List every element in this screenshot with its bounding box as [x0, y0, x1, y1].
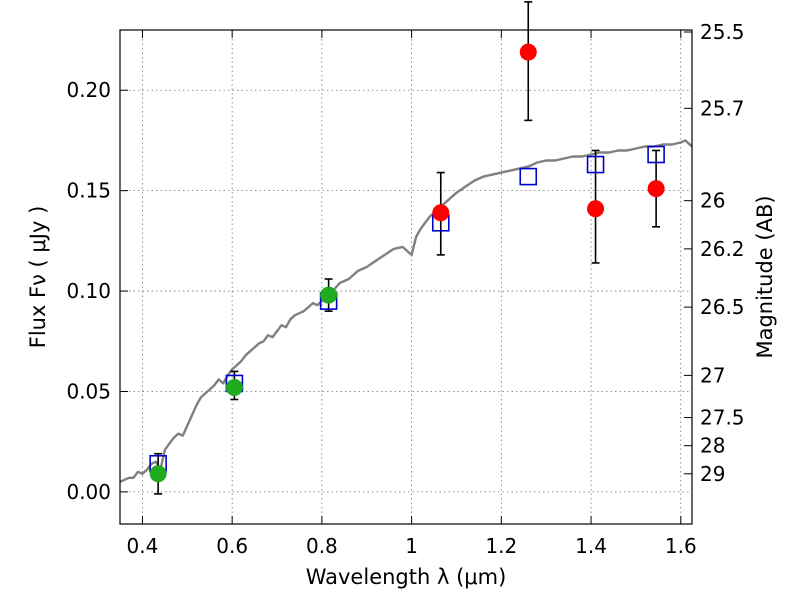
model-photometry-square: [586, 155, 605, 174]
x-tick-label: 0.8: [306, 534, 338, 558]
model-photometry-square: [519, 167, 538, 186]
x-tick-label: 0.4: [127, 534, 159, 558]
x-tick-label: 1.6: [665, 534, 697, 558]
model-photometry-square: [647, 145, 665, 164]
right-tick-label: 25.5: [700, 20, 745, 44]
near-ir-detection-point: [647, 180, 665, 198]
right-tick-label: 26.2: [700, 237, 745, 261]
y-tick-label: 0.15: [66, 179, 111, 203]
right-tick-label: 26.5: [700, 295, 745, 319]
x-tick-label: 0.6: [216, 534, 248, 558]
right-tick-label: 25.7: [700, 96, 745, 120]
x-tick-label: 1.4: [575, 534, 607, 558]
model-spectrum-line: [119, 139, 693, 483]
right-tick-label: 26: [700, 189, 725, 213]
y-tick-label: 0.10: [66, 279, 111, 303]
spectrum-layer: [119, 139, 693, 483]
right-axis-label: Magnitude (AB): [753, 195, 777, 358]
near-ir-detection-point: [519, 43, 537, 61]
errorbar-layer: [154, 1, 661, 495]
y-tick-label: 0.20: [66, 78, 111, 102]
plot-frame: [119, 29, 693, 525]
optical-detection-point: [149, 465, 167, 483]
y-axis-label: Flux Fν ( μJy ): [26, 206, 50, 349]
grid-lines: [120, 30, 692, 524]
right-tick-label: 28: [700, 434, 725, 458]
model-photometry-layer: [149, 145, 665, 473]
x-tick-label: 1.2: [485, 534, 517, 558]
axis-ticks: 0.4 0.6 0.8 1 1.2 1.4 1.6 0.00 0.05 0.10 0.15 0.20 2…: [66, 20, 744, 558]
detection-points-layer: [149, 43, 665, 483]
near-ir-detection-point: [432, 204, 450, 222]
right-tick-label: 29: [700, 462, 725, 486]
y-tick-label: 0.00: [66, 480, 111, 504]
x-axis-label: Wavelength λ (μm): [306, 565, 507, 589]
y-tick-label: 0.05: [66, 379, 111, 403]
near-ir-detection-point: [587, 200, 605, 218]
optical-detection-point: [225, 378, 243, 396]
optical-detection-point: [320, 286, 338, 304]
x-tick-label: 1: [405, 534, 418, 558]
right-tick-label: 27: [700, 363, 725, 387]
right-tick-label: 27.5: [700, 406, 745, 430]
